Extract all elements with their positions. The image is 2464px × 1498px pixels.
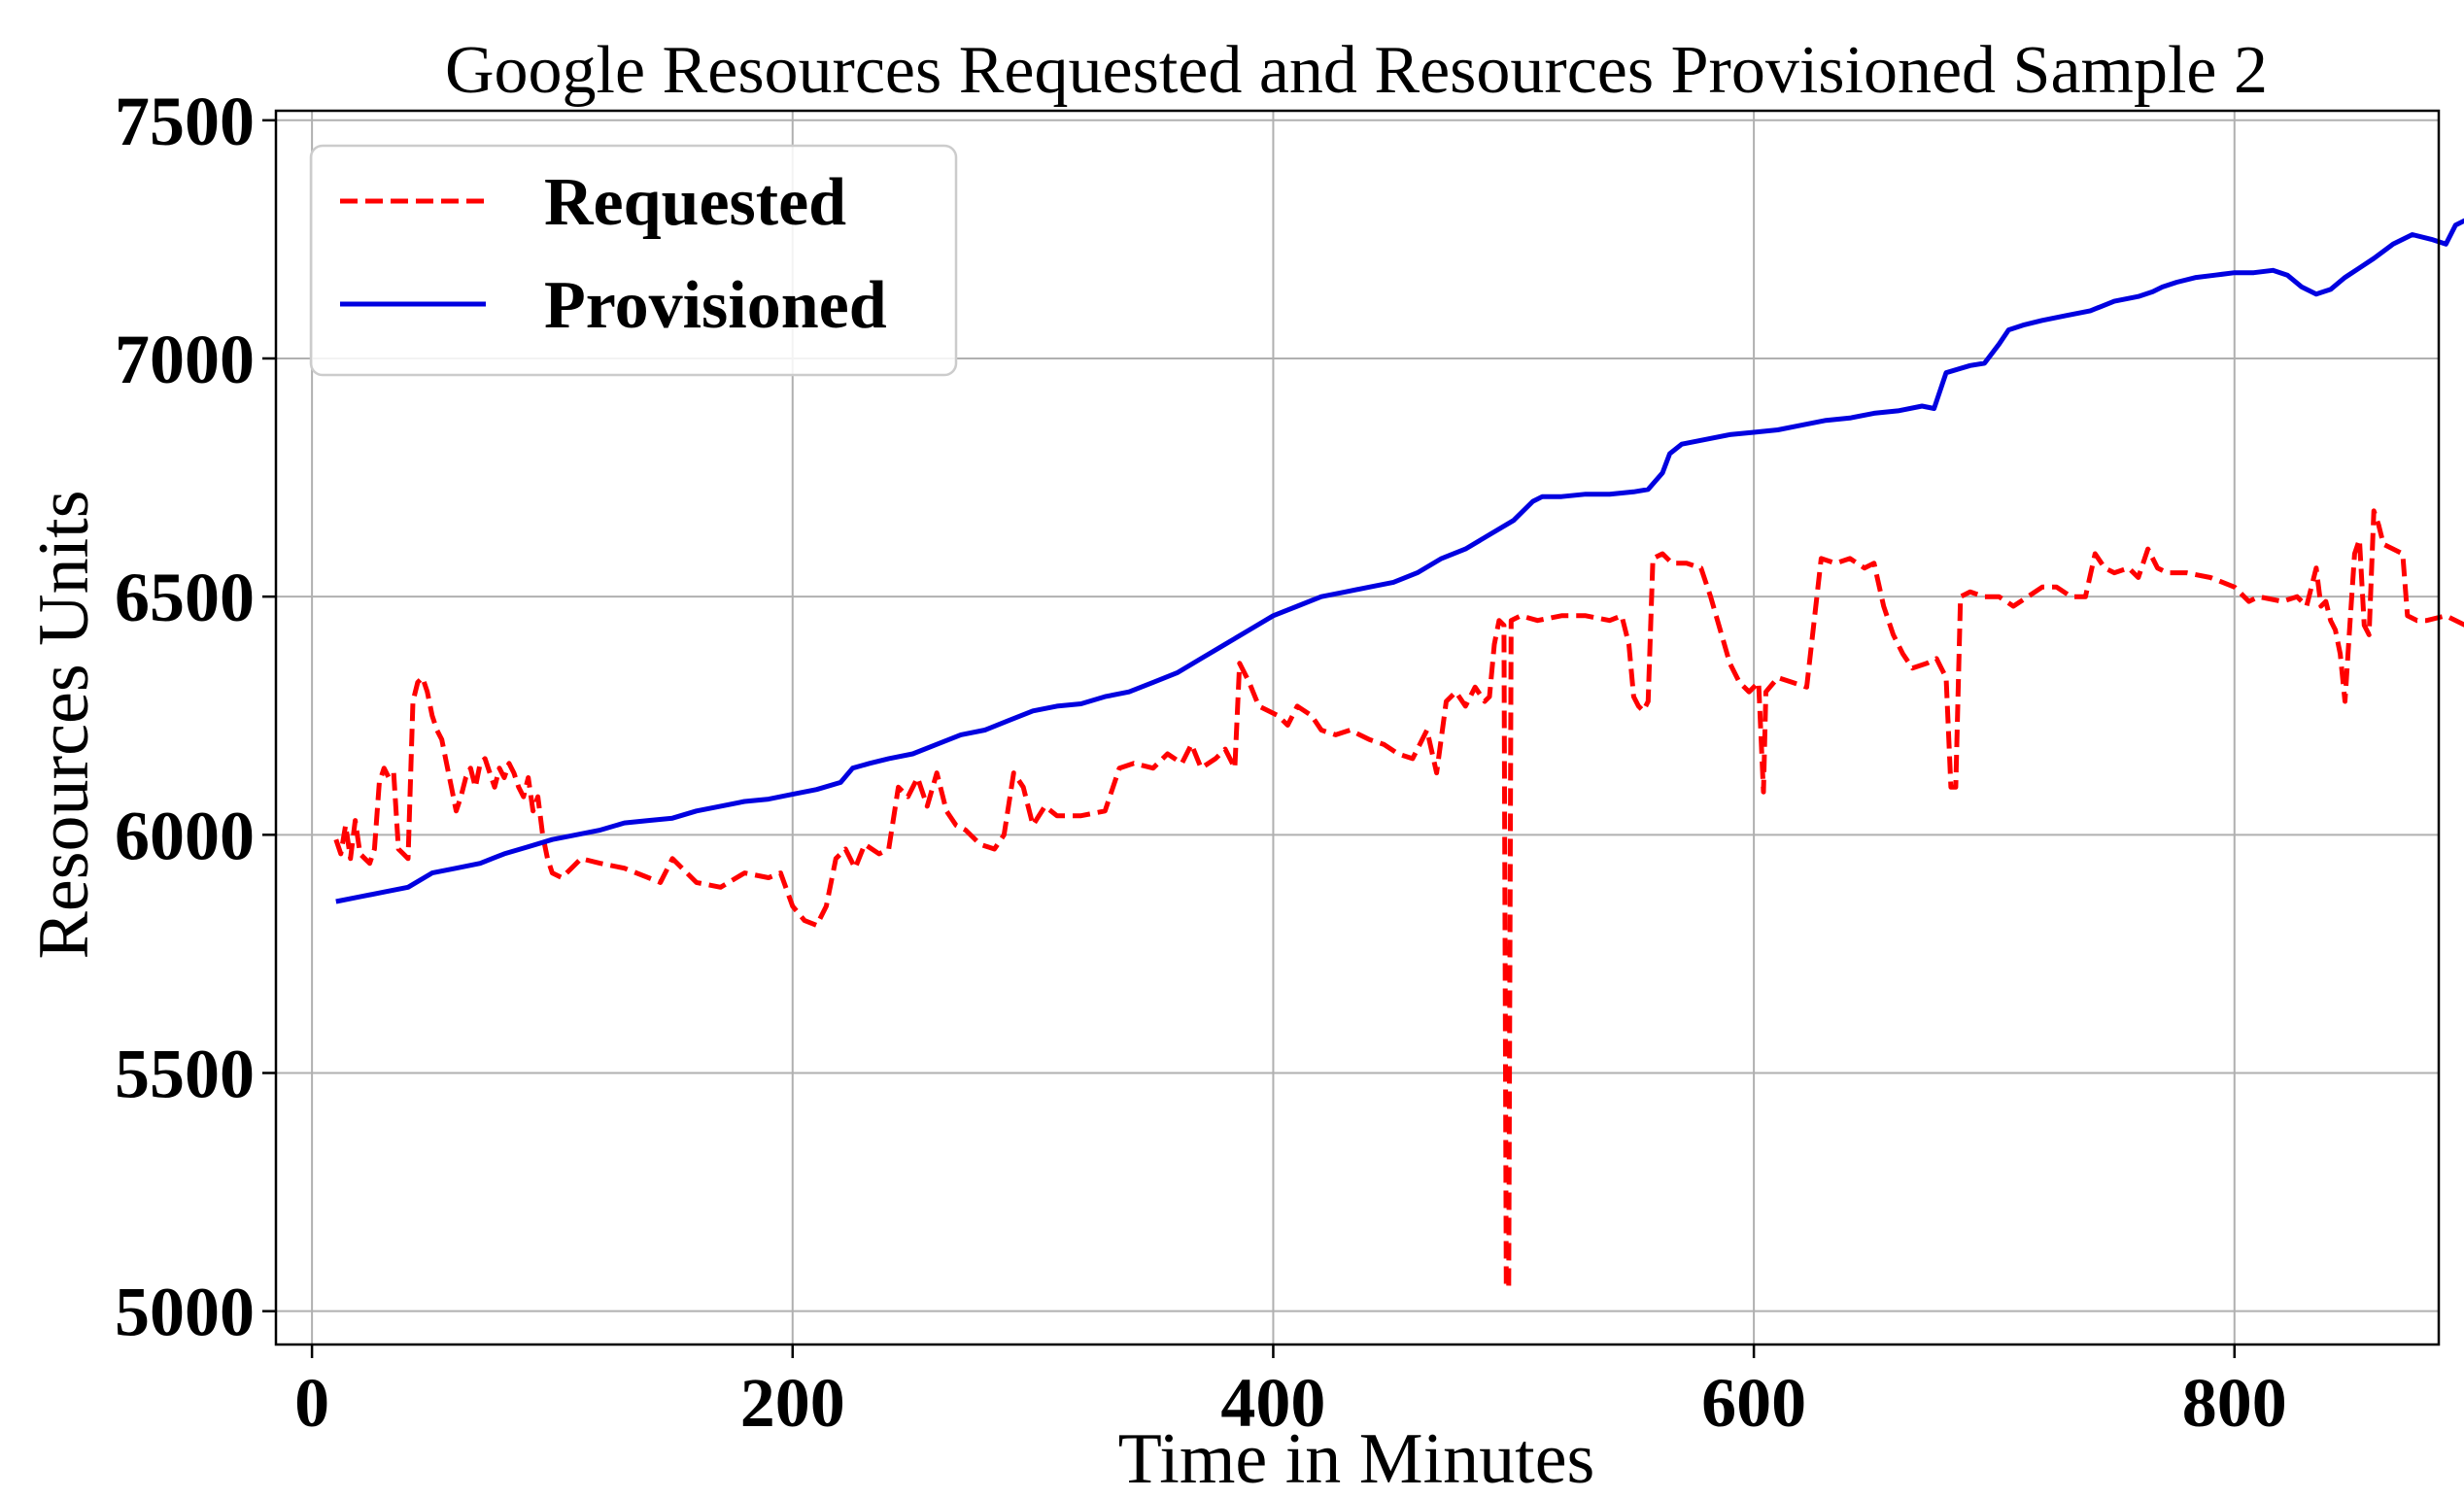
x-tick-label: 0 [294, 1364, 329, 1442]
x-tick-label: 600 [1701, 1364, 1806, 1442]
legend-label-provisioned: Provisioned [544, 268, 887, 343]
x-tick-label: 400 [1220, 1364, 1325, 1442]
y-tick-label: 5000 [115, 1274, 255, 1351]
y-axis-label: Resources Units [24, 491, 104, 960]
legend: Requested Provisioned [309, 144, 958, 377]
chart-title: Google Resources Requested and Resources… [445, 33, 2268, 108]
x-tick-label: 200 [740, 1364, 845, 1442]
x-axis: 0 200 400 600 800 [294, 1345, 2287, 1442]
y-tick-label: 5500 [115, 1036, 255, 1113]
y-tick-label: 7000 [115, 321, 255, 398]
x-tick-label: 800 [2182, 1364, 2287, 1442]
y-tick-label: 6000 [115, 797, 255, 874]
y-tick-label: 6500 [115, 559, 255, 636]
plot-frame [274, 109, 2441, 1346]
x-axis-label: Time in Minutes [1118, 1419, 1595, 1498]
y-tick-label: 7500 [115, 83, 255, 160]
series-line-requested [333, 508, 2464, 1290]
series-line-provisioned [335, 218, 2464, 904]
y-axis: 5000 5500 6000 6500 7000 7500 [115, 83, 276, 1351]
legend-label-requested: Requested [544, 165, 846, 240]
series-layer [333, 218, 2464, 1290]
